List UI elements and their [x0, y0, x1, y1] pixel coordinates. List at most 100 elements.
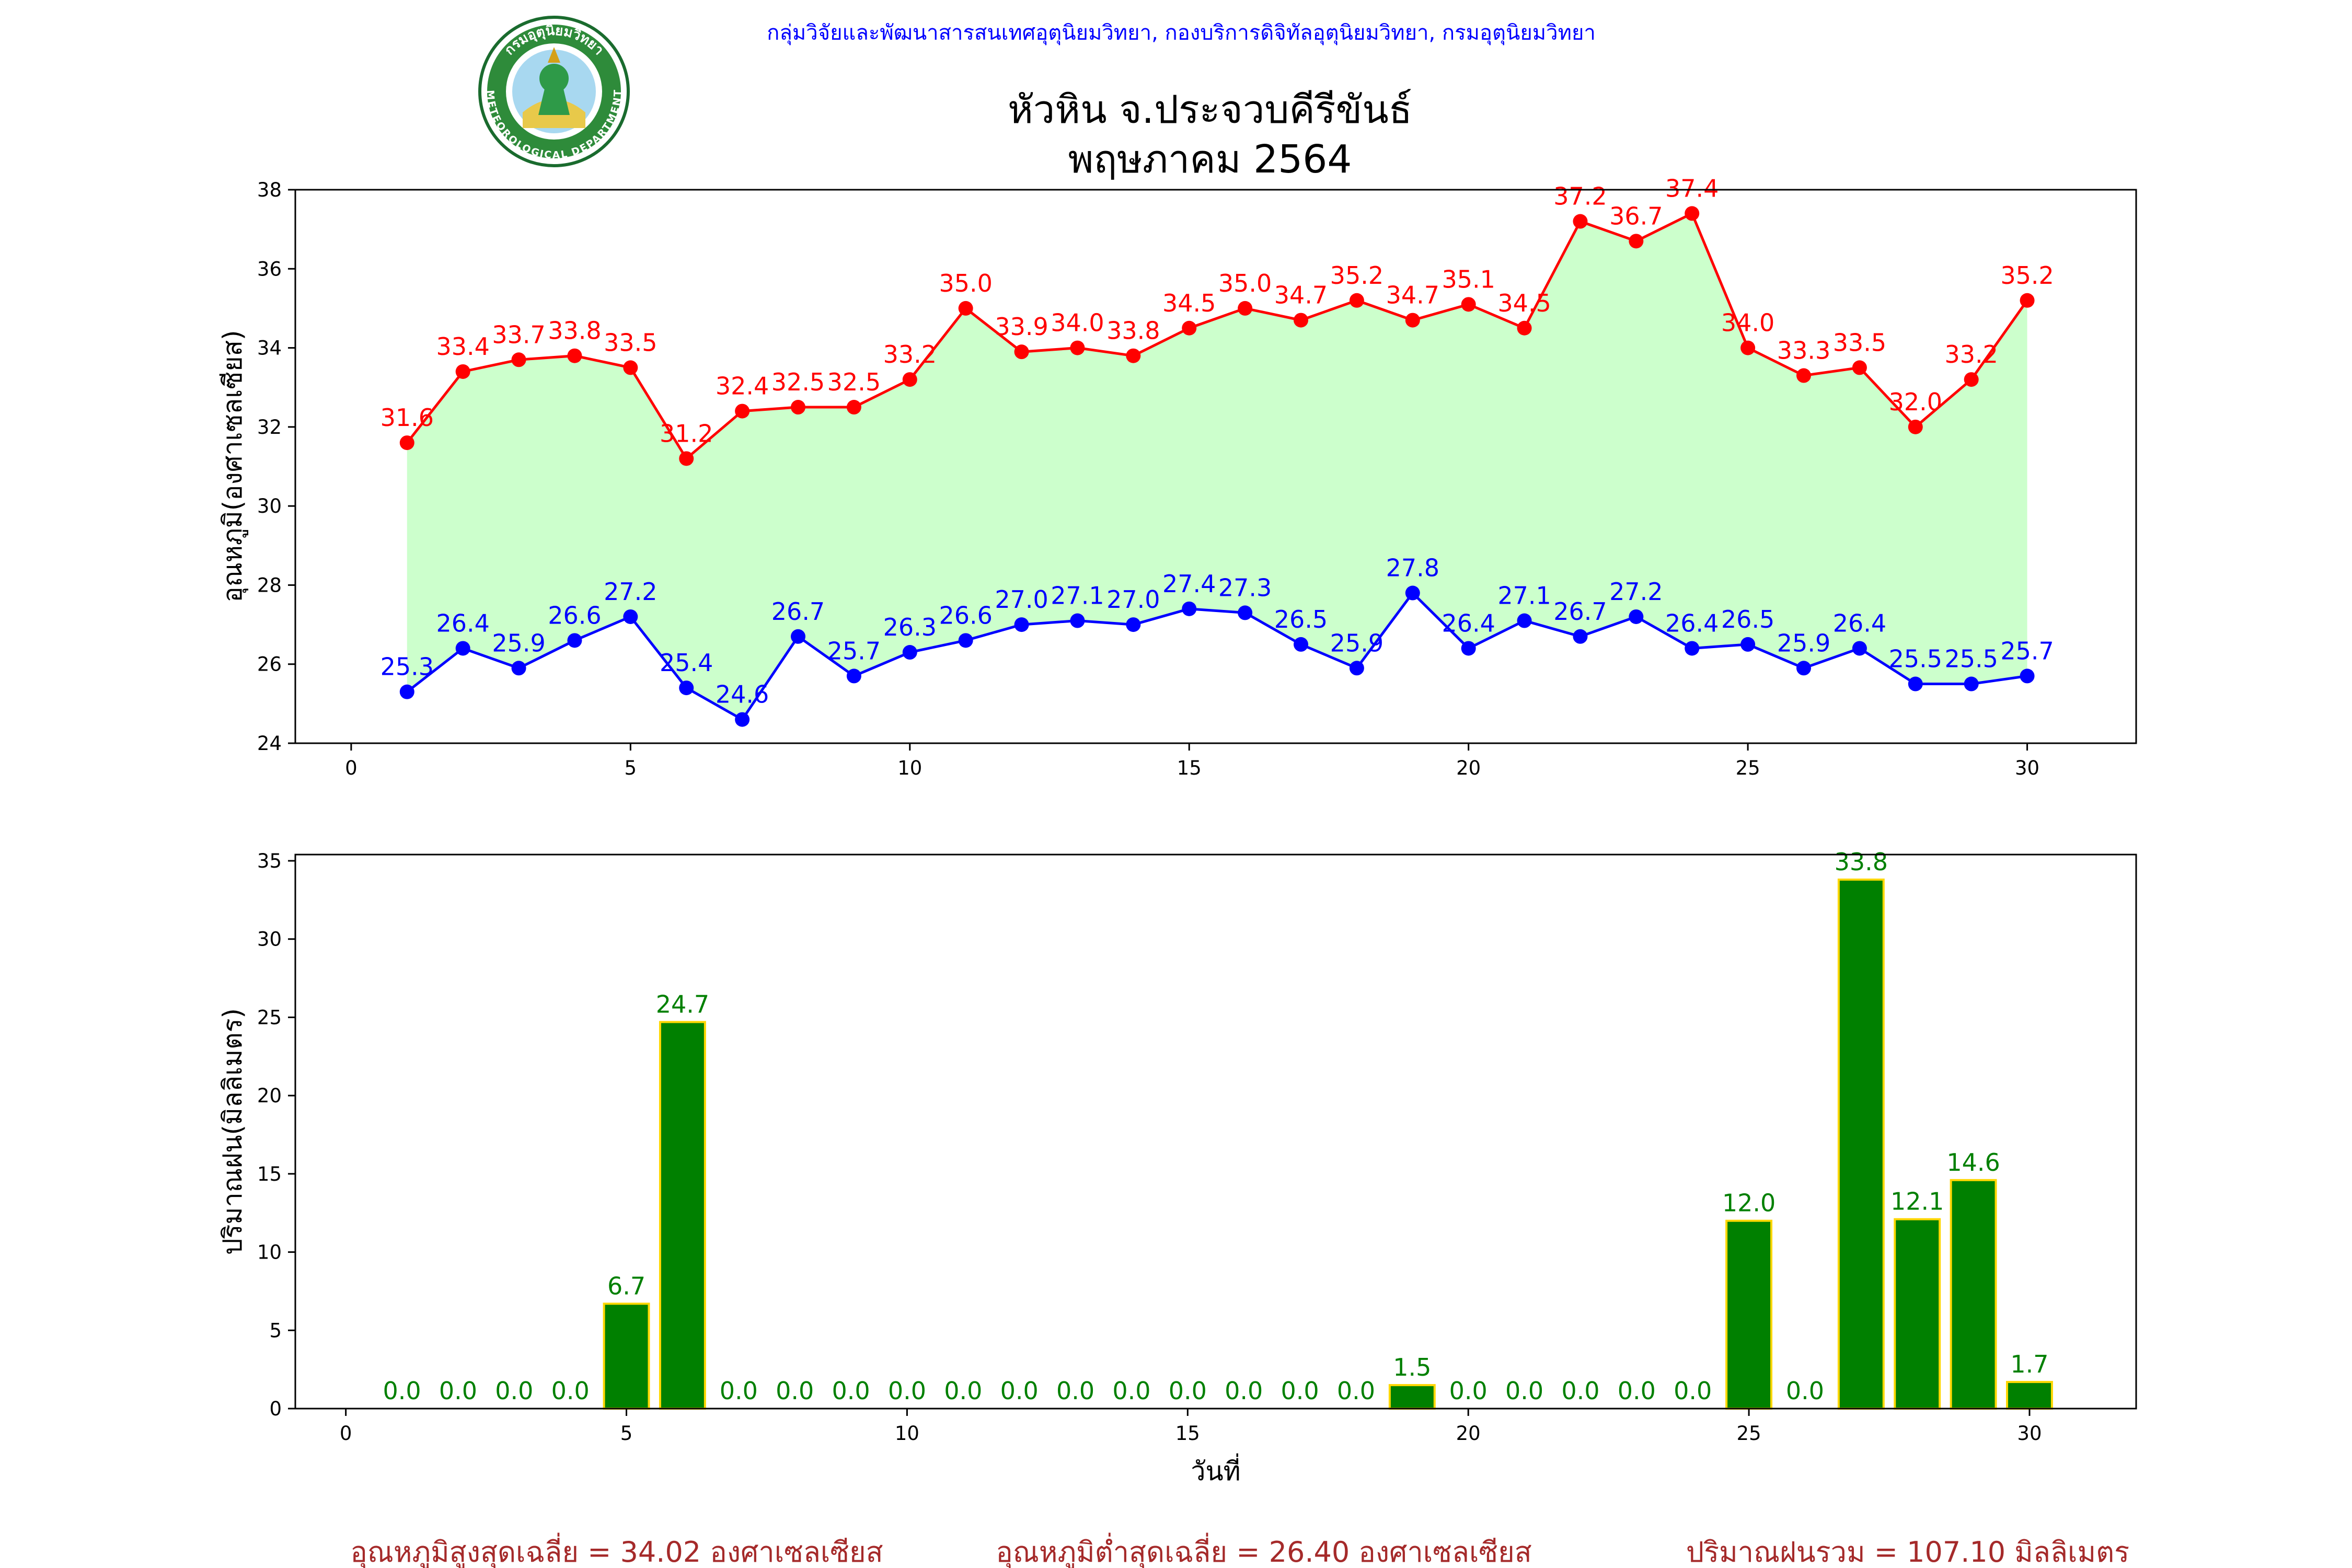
temperature-min-point — [1294, 637, 1309, 652]
temperature-min-label: 27.8 — [1386, 554, 1439, 582]
temperature-max-label: 35.0 — [1218, 269, 1272, 297]
temperature-y-ticks: 24 26 28 30 32 34 36 38 — [257, 179, 295, 755]
temperature-max-label: 33.5 — [1833, 328, 1886, 356]
temperature-max-point — [1517, 320, 1532, 336]
rainfall-bar-label: 0.0 — [495, 1377, 533, 1405]
temperature-min-point — [1964, 676, 1979, 691]
temperature-max-label: 33.2 — [1944, 340, 1998, 368]
temperature-max-point — [1573, 214, 1588, 229]
temperature-max-label: 33.3 — [1777, 337, 1830, 365]
temperature-min-label: 25.9 — [1330, 629, 1383, 657]
rainfall-bar-label: 0.0 — [1112, 1377, 1150, 1405]
temperature-min-label: 25.5 — [1944, 645, 1998, 673]
temperature-min-point — [1238, 605, 1253, 620]
temperature-min-point — [1908, 676, 1923, 691]
footer-total-rainfall: ปริมาณฝนรวม = 107.10 มิลลิเมตร — [1686, 1536, 2129, 1568]
rainfall-bar-label: 0.0 — [944, 1377, 982, 1405]
temperature-max-label: 31.2 — [660, 419, 713, 447]
temperature-min-label: 26.4 — [1665, 609, 1719, 637]
temperature-min-label: 26.7 — [1553, 597, 1607, 626]
rainfall-y-tick-label: 5 — [269, 1319, 282, 1342]
temperature-lines-layer — [406, 211, 2028, 721]
rainfall-y-tick-label: 0 — [269, 1398, 282, 1420]
rainfall-bar-label: 24.7 — [656, 990, 709, 1018]
temperature-min-point — [399, 684, 414, 699]
temperature-min-point — [1629, 609, 1644, 624]
temperature-max-point — [1964, 372, 1979, 387]
temperature-x-tick-label: 0 — [345, 757, 358, 779]
rainfall-bar-label: 0.0 — [832, 1377, 870, 1405]
temperature-min-point — [1014, 617, 1029, 632]
temperature-max-label: 33.2 — [883, 340, 937, 368]
temperature-min-label: 27.2 — [604, 578, 657, 606]
temperature-min-point — [1182, 601, 1197, 616]
temperature-max-point — [1294, 313, 1309, 328]
rainfall-bar — [2006, 1381, 2053, 1410]
temperature-y-tick-label: 34 — [257, 337, 282, 360]
temperature-plot-frame — [294, 189, 2137, 744]
meteorological-department-logo: กรมอุตุนิยมวิทยา METEOROLOGICAL DEPARTME… — [478, 16, 630, 167]
temperature-min-label: 26.3 — [883, 613, 937, 641]
temperature-max-label: 32.5 — [771, 368, 825, 396]
temperature-max-label: 33.9 — [995, 313, 1048, 341]
temperature-max-point — [1685, 206, 1700, 221]
temperature-max-label: 33.4 — [436, 332, 489, 361]
temperature-min-point — [1852, 641, 1867, 656]
temperature-min-point — [1740, 637, 1756, 652]
temperature-max-label: 34.0 — [1051, 309, 1104, 337]
temperature-points-layer — [399, 206, 2035, 727]
temperature-min-label: 26.5 — [1274, 605, 1328, 633]
rainfall-chart: 0.0 0.0 0.0 0.0 6.7 24.7 0.0 0.0 0.0 0.0 0.0 0.0 0.0… — [217, 848, 2137, 1486]
chart-title-month: พฤษภาคม 2564 — [1068, 137, 1352, 182]
footer-average-min-temp: อุณหภูมิต่ำสุดเฉลี่ย = 26.40 องศาเซลเซีย… — [996, 1532, 1531, 1568]
temperature-min-point — [791, 629, 806, 644]
temperature-max-label: 35.0 — [939, 269, 992, 297]
temperature-min-label: 26.4 — [436, 609, 489, 637]
rainfall-bar — [1837, 878, 1885, 1410]
temperature-max-point — [511, 352, 526, 367]
rainfall-bar-label: 0.0 — [1056, 1377, 1094, 1405]
temperature-max-point — [958, 301, 973, 316]
rainfall-bar-label: 6.7 — [607, 1272, 645, 1300]
temperature-max-point — [679, 451, 694, 466]
temperature-max-point — [1238, 301, 1253, 316]
temperature-min-point — [1349, 661, 1364, 676]
temperature-max-label: 37.4 — [1665, 174, 1719, 202]
temperature-min-point — [567, 633, 582, 648]
rainfall-x-tick-label: 10 — [895, 1422, 919, 1445]
temperature-y-tick-label: 24 — [257, 732, 282, 755]
temperature-max-label: 33.8 — [1106, 317, 1160, 345]
temperature-min-point — [846, 668, 861, 684]
temperature-max-point — [1405, 313, 1420, 328]
temperature-max-point — [735, 403, 750, 419]
temperature-max-point — [2020, 293, 2035, 308]
temperature-min-point — [735, 712, 750, 727]
temperature-max-label: 33.8 — [548, 317, 601, 345]
temperature-min-point — [1796, 661, 1812, 676]
temperature-max-point — [1461, 297, 1476, 312]
temperature-min-label: 26.4 — [1833, 609, 1886, 637]
temperature-x-ticks: 0 5 10 15 20 25 30 — [345, 743, 2039, 779]
rainfall-y-tick-label: 20 — [257, 1085, 282, 1107]
rainfall-y-tick-label: 35 — [257, 850, 282, 872]
temperature-min-label: 25.7 — [827, 637, 881, 665]
temperature-max-point — [1796, 368, 1812, 383]
temperature-min-point — [902, 645, 917, 660]
temperature-y-tick-label: 38 — [257, 179, 282, 201]
temperature-max-label: 32.5 — [827, 368, 881, 396]
temperature-min-label: 25.4 — [660, 649, 713, 677]
temperature-min-point — [455, 641, 470, 656]
temperature-y-axis-label: อุณหภูมิ(องศาเซลเซียส) — [217, 330, 248, 602]
temperature-max-point — [846, 400, 861, 415]
rainfall-bar-label: 0.0 — [1786, 1377, 1824, 1405]
temperature-x-tick-label: 25 — [1736, 757, 1760, 779]
rainfall-bar-label: 0.0 — [720, 1377, 758, 1405]
temperature-max-label: 34.5 — [1497, 289, 1551, 317]
temperature-min-point — [511, 661, 526, 676]
rainfall-bar-label: 0.0 — [1674, 1377, 1712, 1405]
temperature-range-band — [407, 213, 2027, 720]
rainfall-x-tick-label: 20 — [1456, 1422, 1481, 1445]
temperature-max-label: 32.4 — [716, 372, 769, 400]
rainfall-y-ticks: 0 5 10 15 20 25 30 35 — [257, 850, 295, 1420]
